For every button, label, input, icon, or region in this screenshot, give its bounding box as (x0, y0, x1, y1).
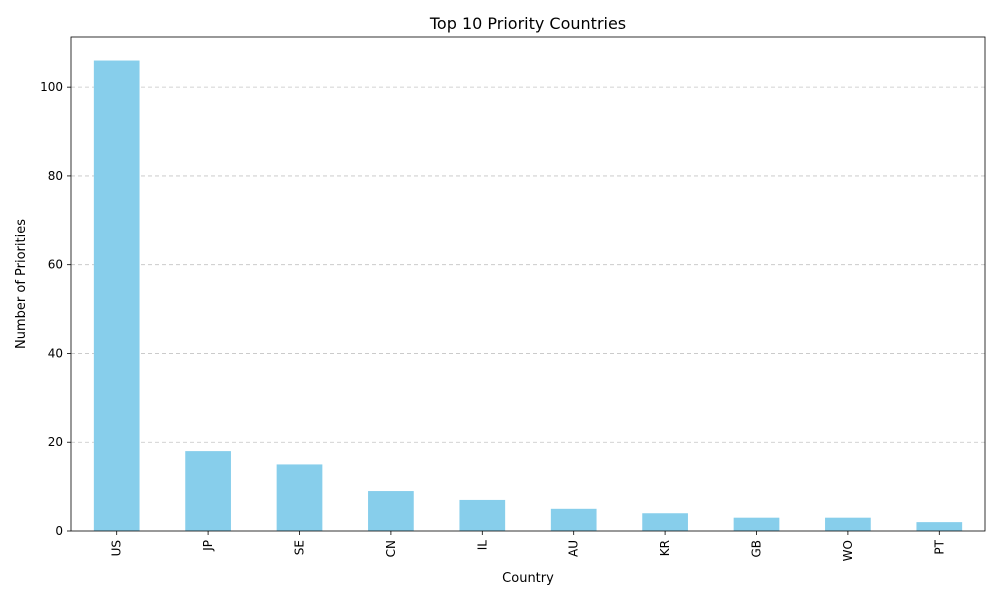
x-tick-label-pt: PT (932, 539, 946, 554)
bar-kr (642, 513, 688, 531)
x-axis-label: Country (502, 571, 554, 586)
y-tick-label-40: 40 (48, 346, 63, 360)
bar-gb (734, 518, 780, 531)
x-tick-label-jp: JP (201, 540, 215, 552)
bar-se (277, 464, 323, 531)
bars (94, 61, 962, 531)
x-tick-label-gb: GB (750, 540, 764, 558)
y-tick-label-60: 60 (48, 258, 63, 272)
x-tick-label-us: US (110, 540, 124, 556)
y-axis-label: Number of Priorities (14, 219, 29, 349)
bar-us (94, 61, 140, 531)
y-tick-label-100: 100 (40, 80, 63, 94)
bar-wo (825, 518, 871, 531)
x-tick-label-wo: WO (841, 540, 855, 561)
bar-pt (916, 522, 962, 531)
bar-il (459, 500, 505, 531)
y-tick-label-0: 0 (55, 524, 63, 538)
bar-au (551, 509, 597, 531)
bar-cn (368, 491, 414, 531)
chart-title: Top 10 Priority Countries (429, 14, 626, 33)
x-ticks: US JP SE CN IL AU KR GB WO PT (110, 531, 947, 561)
y-tick-label-20: 20 (48, 435, 63, 449)
x-tick-label-au: AU (567, 540, 581, 557)
grid-lines (71, 87, 985, 442)
y-ticks: 0 20 40 60 80 100 (40, 80, 71, 538)
x-tick-label-kr: KR (658, 540, 672, 556)
x-tick-label-se: SE (293, 540, 307, 555)
y-tick-label-80: 80 (48, 169, 63, 183)
x-tick-label-cn: CN (384, 540, 398, 557)
bar-jp (185, 451, 231, 531)
x-tick-label-il: IL (475, 540, 489, 551)
